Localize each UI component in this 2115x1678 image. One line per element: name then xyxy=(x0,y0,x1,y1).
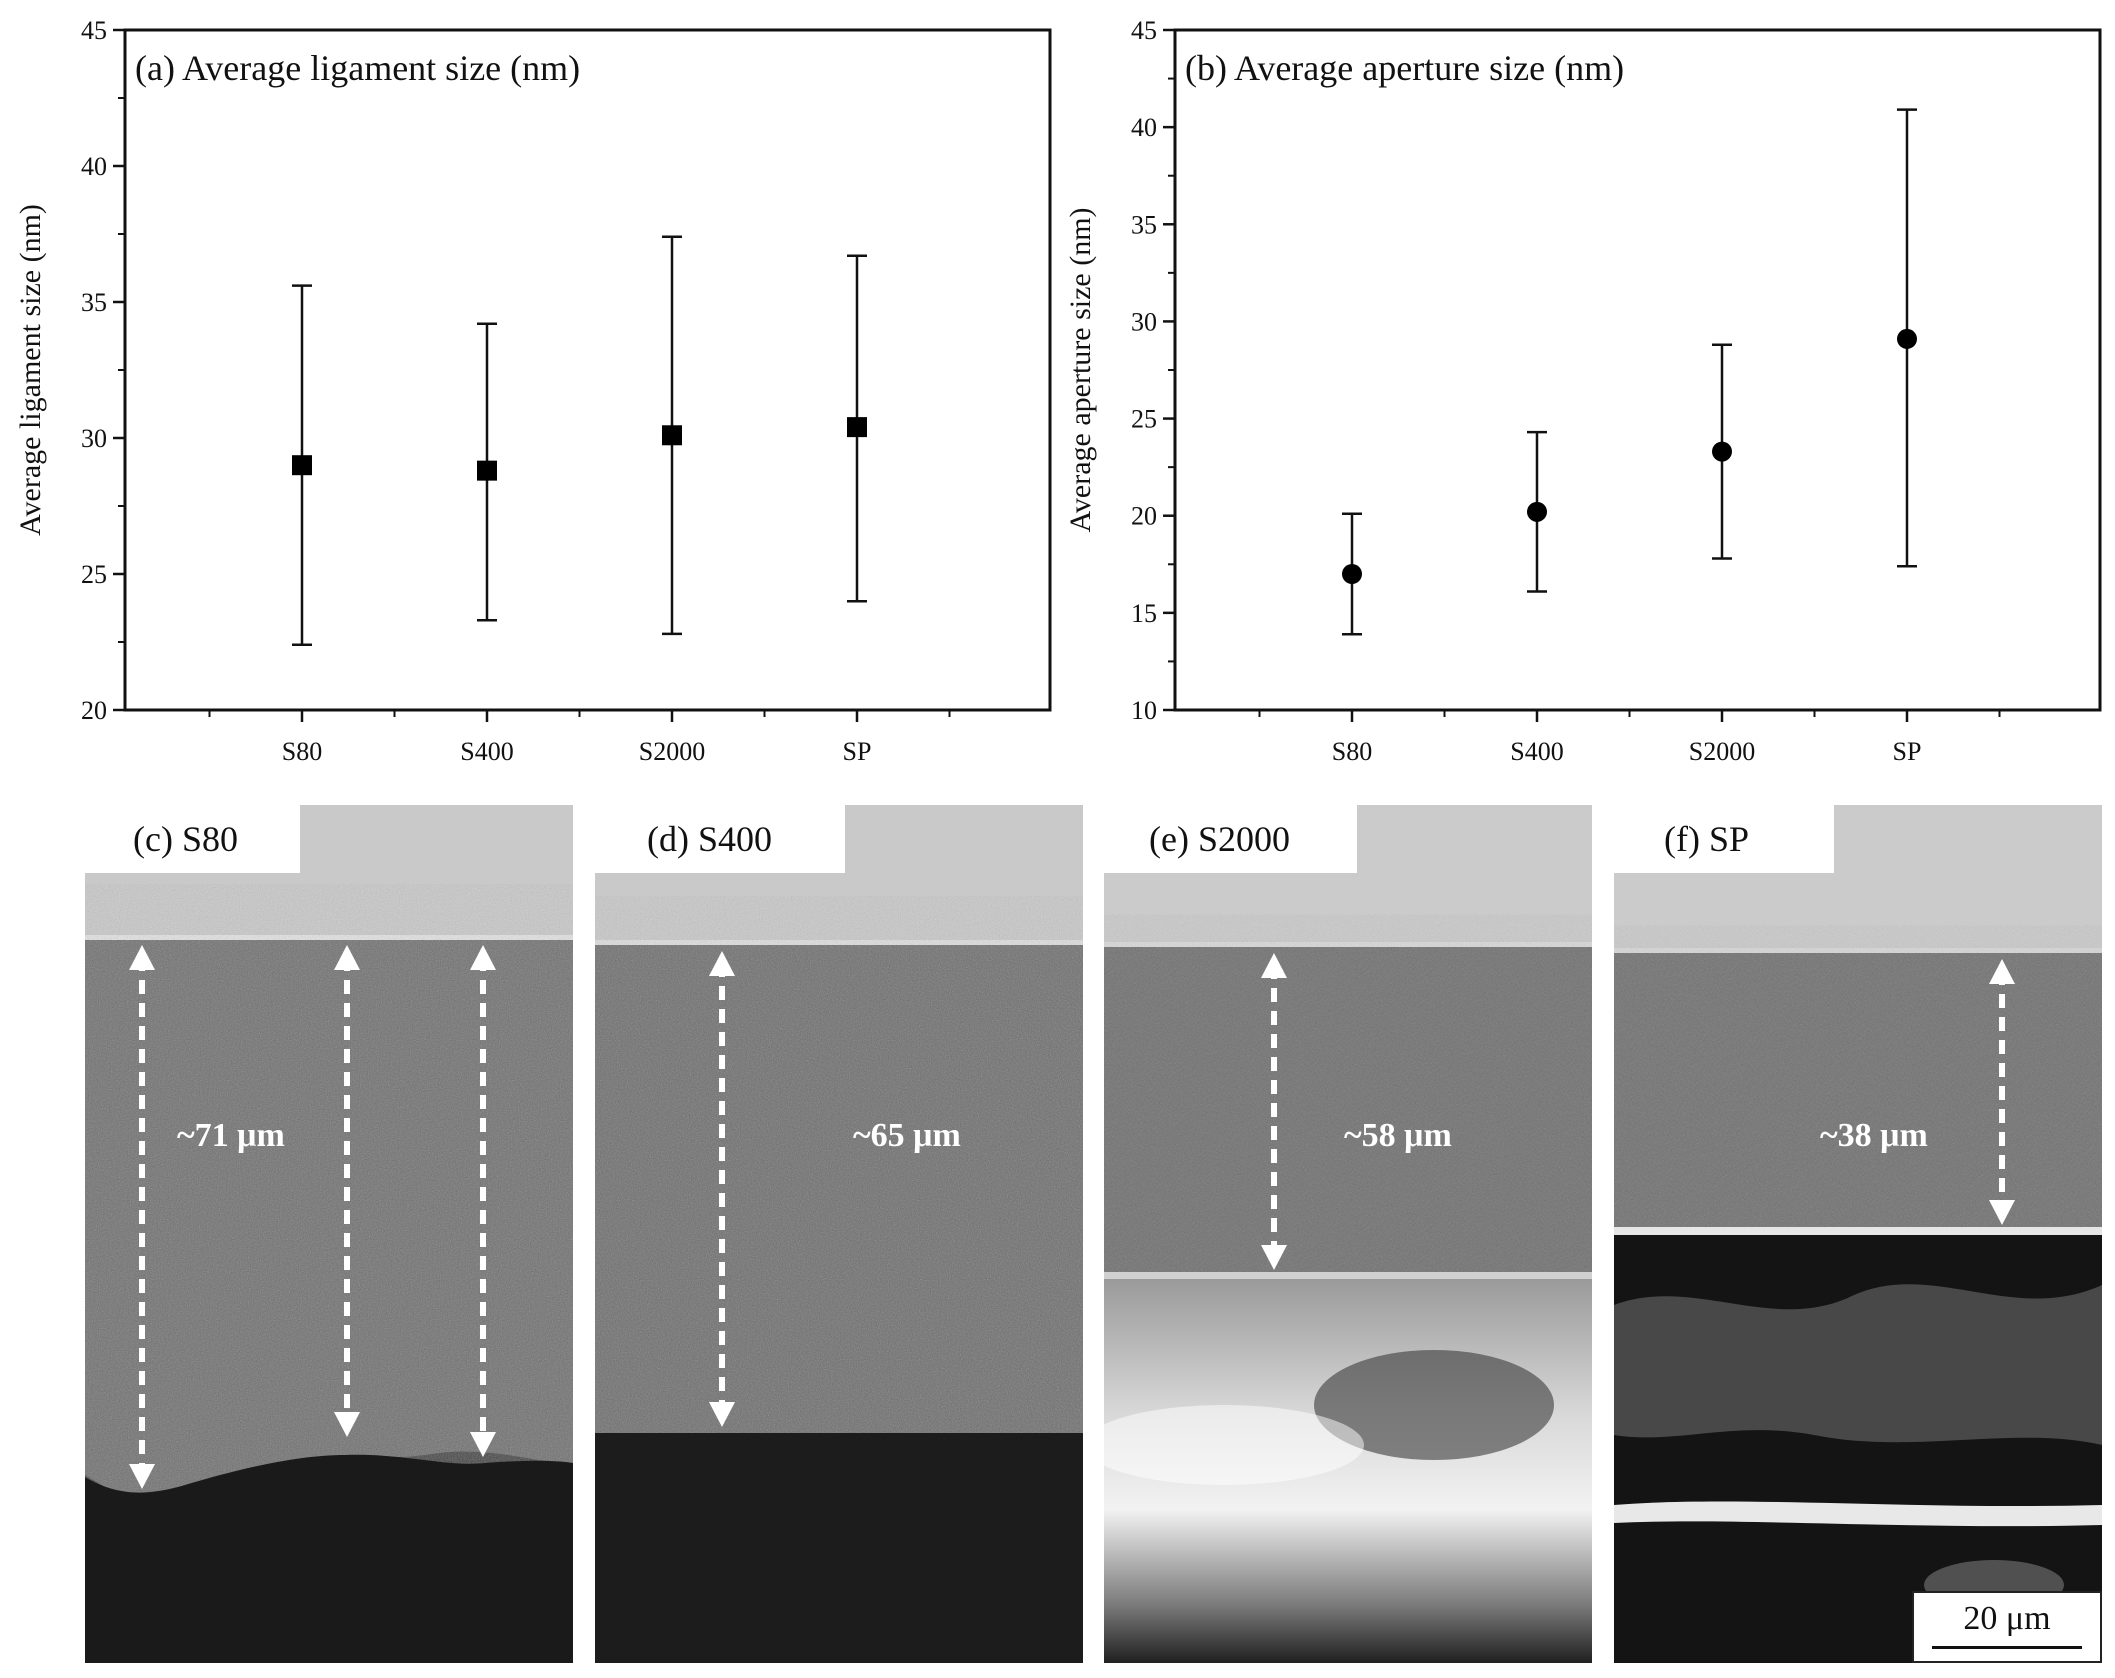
x-tick-label: SP xyxy=(843,737,872,766)
x-tick-label: S400 xyxy=(1510,737,1563,766)
scale-bar: 20 μm xyxy=(1912,1591,2102,1663)
panel-label-e: (e) S2000 xyxy=(1104,805,1357,873)
y-tick-label: 20 xyxy=(81,696,107,725)
sem-image-sp xyxy=(1614,805,2102,1663)
chart-a: 20 25 30 35 40 45 S80 S400 S2000 SP (a) Average li… xyxy=(14,16,1052,766)
y-tick-label: 45 xyxy=(81,16,107,45)
chart-b: 10 15 20 25 30 35 40 45 S80 S400 S2000 SP (b) Averag… xyxy=(1064,16,2102,766)
sem-image-s2000 xyxy=(1104,805,1592,1663)
sem-panel-s80: (c) S80 ~71 μm xyxy=(85,805,573,1663)
sem-image-s80 xyxy=(85,805,573,1663)
panel-label-f: (f) SP xyxy=(1614,805,1834,873)
y-tick-label: 35 xyxy=(81,288,107,317)
y-tick-label: 30 xyxy=(81,424,107,453)
data-point xyxy=(1527,501,1547,522)
data-point xyxy=(1897,328,1917,349)
data-point xyxy=(662,425,682,446)
y-tick-label: 30 xyxy=(1131,307,1157,336)
y-tick-label: 15 xyxy=(1131,599,1157,628)
panel-label-d: (d) S400 xyxy=(595,805,845,873)
y-axis-label: Average ligament size (nm) xyxy=(14,204,47,536)
x-tick-label: SP xyxy=(1893,737,1922,766)
y-tick-label: 25 xyxy=(81,560,107,589)
sem-panel-sp: (f) SP ~38 μm 20 μm xyxy=(1614,805,2102,1663)
y-tick-label: 45 xyxy=(1131,16,1157,45)
chart-title: (a) Average ligament size (nm) xyxy=(135,48,580,88)
y-axis-label: Average aperture size (nm) xyxy=(1064,207,1097,532)
data-point xyxy=(1342,564,1362,584)
scale-bar-line xyxy=(1932,1646,2082,1649)
scale-bar-label: 20 μm xyxy=(1963,1600,2051,1637)
sem-panel-s2000: (e) S2000 ~58 μm xyxy=(1104,805,1592,1663)
x-tick-label: S2000 xyxy=(639,737,705,766)
x-tick-label: S2000 xyxy=(1689,737,1755,766)
panel-label-c: (c) S80 xyxy=(85,805,300,873)
sem-panel-s400: (d) S400 ~65 μm xyxy=(595,805,1083,1663)
plot-frame xyxy=(1173,28,2102,712)
y-tick-label: 25 xyxy=(1131,405,1157,434)
y-tick-label: 40 xyxy=(81,152,107,181)
x-tick-label: S80 xyxy=(282,737,322,766)
y-tick-label: 35 xyxy=(1131,210,1157,239)
data-point xyxy=(1712,441,1732,462)
x-tick-label: S400 xyxy=(460,737,513,766)
thickness-label-c: ~71 μm xyxy=(177,1117,285,1154)
thickness-label-d: ~65 μm xyxy=(853,1117,961,1154)
x-tick-label: S80 xyxy=(1332,737,1372,766)
charts-area: 20 25 30 35 40 45 S80 S400 S2000 SP (a) Average li… xyxy=(14,16,2102,766)
data-point xyxy=(292,455,312,476)
plot-frame xyxy=(123,28,1052,712)
chart-title: (b) Average aperture size (nm) xyxy=(1185,48,1624,88)
thickness-label-e: ~58 μm xyxy=(1344,1117,1452,1154)
data-point xyxy=(477,460,497,481)
thickness-label-f: ~38 μm xyxy=(1820,1117,1928,1154)
sem-image-s400 xyxy=(595,805,1083,1663)
y-tick-label: 10 xyxy=(1131,696,1157,725)
y-tick-label: 20 xyxy=(1131,502,1157,531)
data-point xyxy=(847,417,867,438)
y-tick-label: 40 xyxy=(1131,113,1157,142)
